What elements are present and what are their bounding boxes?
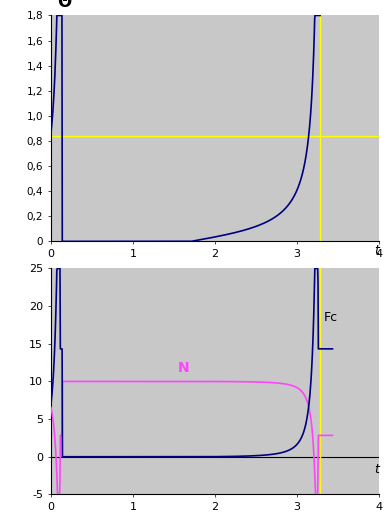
Text: t: t: [375, 463, 379, 476]
Text: t: t: [375, 244, 379, 256]
Text: Fc: Fc: [323, 311, 337, 324]
Text: Θ: Θ: [57, 0, 72, 11]
Text: N: N: [178, 362, 190, 375]
